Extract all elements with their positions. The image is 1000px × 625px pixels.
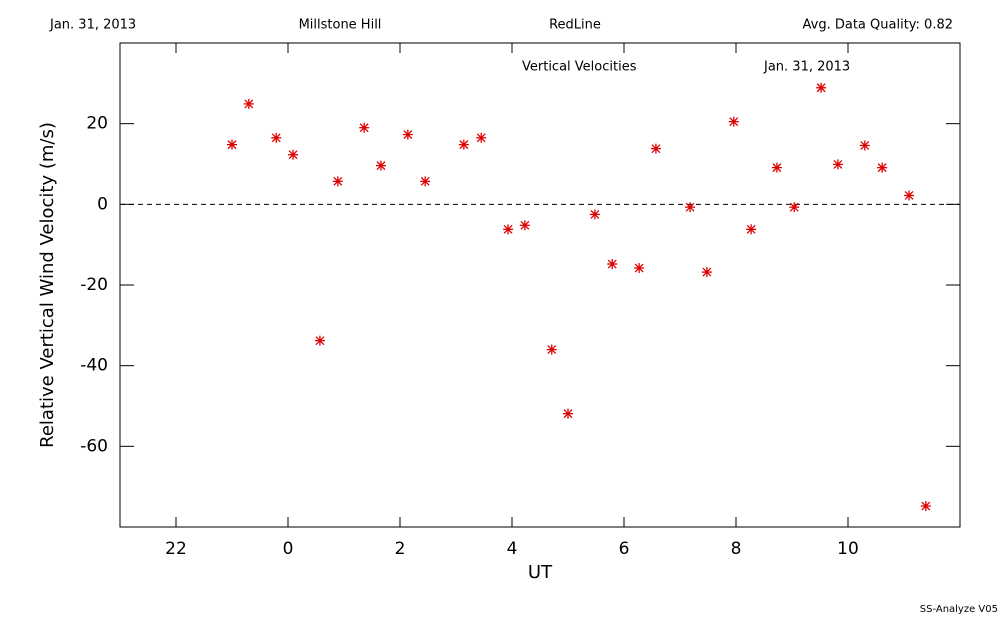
point <box>701 267 712 278</box>
x-tick-label: 8 <box>731 539 742 559</box>
x-tick-label: 6 <box>619 539 630 559</box>
y-tick-label: -40 <box>80 356 108 376</box>
point-stroke <box>227 140 237 150</box>
point <box>771 162 782 173</box>
point <box>904 190 915 201</box>
point-stroke <box>702 267 712 277</box>
point-stroke <box>729 117 739 127</box>
point-stroke <box>376 161 386 171</box>
point <box>314 335 325 346</box>
point <box>816 82 827 93</box>
point <box>634 263 645 274</box>
point <box>859 140 870 151</box>
point <box>728 116 739 127</box>
header-instrument: RedLine <box>549 18 601 33</box>
point <box>650 143 661 154</box>
point <box>789 202 800 213</box>
point-stroke <box>403 130 413 140</box>
x-tick-label: 2 <box>395 539 406 559</box>
x-tick-label: 0 <box>283 539 294 559</box>
y-axis-label: Relative Vertical Wind Velocity (m/s) <box>37 122 58 448</box>
point-stroke <box>271 133 281 143</box>
point-stroke <box>833 159 843 169</box>
point-stroke <box>651 144 661 154</box>
point <box>920 501 931 512</box>
point-stroke <box>288 150 298 160</box>
point <box>476 132 487 143</box>
point-stroke <box>877 163 887 173</box>
point-stroke <box>789 202 799 212</box>
point-stroke <box>772 163 782 173</box>
y-tick-label: 20 <box>86 114 108 134</box>
point <box>359 122 370 133</box>
header-site: Millstone Hill <box>299 18 382 33</box>
point-stroke <box>503 224 513 234</box>
footer: SS-Analyze V05 <box>920 604 998 615</box>
point-stroke <box>590 209 600 219</box>
point-stroke <box>244 99 254 109</box>
point <box>420 176 431 187</box>
point <box>832 159 843 170</box>
chart-title: Vertical Velocities <box>522 60 637 75</box>
point-stroke <box>547 345 557 354</box>
y-tick-label: -60 <box>80 436 108 456</box>
x-axis-label: UT <box>528 562 553 583</box>
chart-subtitle: Jan. 31, 2013 <box>763 60 850 75</box>
point <box>402 129 413 140</box>
point-stroke <box>520 220 530 230</box>
point <box>458 139 469 150</box>
point <box>519 220 530 231</box>
header-quality: Avg. Data Quality: 0.82 <box>803 18 953 33</box>
point <box>375 160 386 171</box>
point-stroke <box>459 140 469 150</box>
point <box>243 98 254 109</box>
point-stroke <box>476 133 486 143</box>
x-tick-label: 22 <box>165 539 187 559</box>
point-stroke <box>607 259 617 269</box>
y-tick-label: -20 <box>80 275 108 295</box>
point-stroke <box>746 224 756 234</box>
point <box>503 224 514 235</box>
point <box>332 176 343 187</box>
point-stroke <box>420 176 430 186</box>
point <box>685 202 696 213</box>
x-tick-label: 4 <box>507 539 518 559</box>
x-tick-label: 10 <box>837 539 859 559</box>
point-stroke <box>333 176 343 186</box>
point <box>589 209 600 220</box>
point <box>877 162 888 173</box>
point <box>607 259 618 270</box>
point-stroke <box>816 83 826 93</box>
point <box>288 149 299 160</box>
point-stroke <box>685 202 695 212</box>
point <box>271 132 282 143</box>
plot-frame <box>119 42 961 528</box>
point <box>563 408 573 419</box>
point-stroke <box>563 409 573 419</box>
point <box>746 224 757 235</box>
header-date: Jan. 31, 2013 <box>49 18 136 33</box>
point-stroke <box>860 140 870 150</box>
point-stroke <box>904 191 914 200</box>
point-stroke <box>315 336 325 346</box>
point <box>546 344 557 355</box>
y-tick-label: 0 <box>97 194 108 214</box>
point-stroke <box>359 123 369 133</box>
point-stroke <box>634 263 644 273</box>
point <box>227 139 237 150</box>
point-stroke <box>921 501 931 511</box>
